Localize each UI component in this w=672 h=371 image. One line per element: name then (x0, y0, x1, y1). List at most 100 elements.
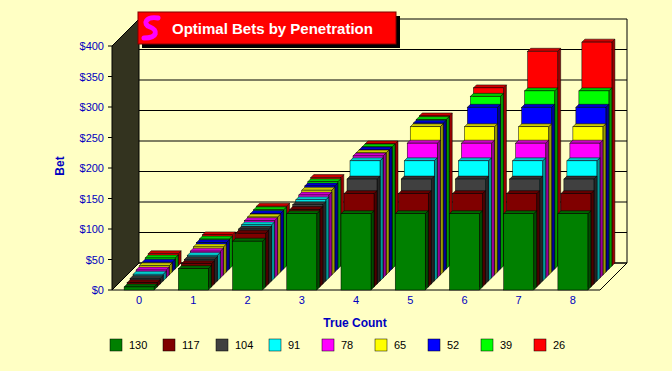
bar-top (190, 248, 223, 251)
bar-side (549, 124, 552, 275)
x-tick-label: 0 (136, 294, 142, 306)
bar-top (287, 211, 320, 214)
bar-side (278, 214, 281, 275)
bar-top (350, 158, 383, 161)
bar (178, 266, 211, 290)
legend-label: 52 (447, 339, 459, 351)
bar-front (558, 214, 588, 290)
bar-front (341, 214, 371, 290)
bar-top (233, 238, 266, 241)
bar-side (479, 211, 482, 290)
bar-top (579, 88, 612, 91)
bar-side (275, 218, 278, 278)
legend-swatch (163, 339, 175, 351)
bar-top (356, 150, 389, 153)
bar-top (510, 176, 543, 179)
bar-side (425, 211, 428, 290)
bar-side (431, 176, 434, 284)
bar-side (380, 158, 383, 281)
bar-top (470, 93, 503, 96)
bar-top (187, 252, 220, 255)
bar-front (178, 269, 208, 290)
bar-top (178, 266, 211, 269)
bar-side (332, 187, 335, 275)
bar-side (443, 120, 446, 272)
y-tick (108, 168, 112, 169)
y-axis-title: Bet (53, 156, 67, 175)
legend-swatch (481, 339, 493, 351)
bar-top (401, 176, 434, 179)
bar-side (386, 150, 389, 275)
bar-side (543, 158, 546, 281)
bar-front (287, 214, 317, 290)
bar-side (220, 248, 223, 278)
y-tick-label: $250 (80, 132, 104, 144)
bar-top (248, 214, 281, 217)
bar-side (269, 226, 272, 284)
bar-side (211, 261, 214, 287)
title: Optimal Bets by Penetration (172, 20, 373, 37)
bar-side (335, 183, 338, 272)
y-tick-label: $200 (80, 162, 104, 174)
bar-top (142, 259, 175, 262)
bar-top (452, 191, 485, 194)
bar-top (299, 192, 332, 195)
bar-top (311, 175, 344, 178)
bar-side (537, 191, 540, 287)
title-icon (144, 18, 158, 38)
bar-side (284, 207, 287, 269)
bar-side (263, 238, 266, 290)
y-tick (108, 290, 112, 291)
bar-top (528, 48, 561, 51)
bar-top (290, 207, 323, 210)
legend-label: 104 (235, 339, 253, 351)
bar-side (329, 192, 332, 278)
title-box (138, 12, 396, 44)
x-tick-label: 8 (570, 294, 576, 306)
bar-side (485, 176, 488, 284)
bar-top (564, 176, 597, 179)
bar-side (281, 210, 284, 272)
bar-front (124, 287, 154, 290)
bar-side (491, 140, 494, 278)
x-tick-label: 7 (516, 294, 522, 306)
bars (124, 39, 615, 290)
bar-top (245, 218, 278, 221)
bar-top (449, 211, 482, 214)
bar-side (223, 244, 226, 275)
bar-top (576, 104, 609, 107)
x-tick-label: 5 (407, 294, 413, 306)
legend-label: 130 (129, 339, 147, 351)
bar-top (398, 191, 431, 194)
bar-top (455, 176, 488, 179)
legend-label: 78 (341, 339, 353, 351)
x-tick-label: 1 (190, 294, 196, 306)
bar-side (597, 158, 600, 281)
bar-side (323, 202, 326, 284)
bar-side (428, 191, 431, 287)
bar-side (389, 147, 392, 272)
bar-top (573, 124, 606, 127)
bar-top (239, 226, 272, 229)
bar-side (552, 104, 555, 272)
bar-top (461, 140, 494, 143)
y-tick-label: $400 (80, 40, 104, 52)
bar-front (449, 214, 479, 290)
bar-side (546, 140, 549, 278)
bar-top (347, 176, 380, 179)
bar-side (609, 88, 612, 269)
legend-swatch (322, 339, 334, 351)
bar-top (464, 124, 497, 127)
bar-top (308, 179, 341, 182)
bar-top (199, 236, 232, 239)
bar-side (606, 104, 609, 272)
bar-side (320, 207, 323, 287)
bar-top (570, 140, 603, 143)
bar-top (507, 191, 540, 194)
y-tick-label: $50 (86, 254, 104, 266)
bar-top (567, 158, 600, 161)
bar (558, 211, 591, 290)
bar-top (504, 211, 537, 214)
bar-top (184, 257, 217, 260)
bar-top (296, 197, 329, 200)
